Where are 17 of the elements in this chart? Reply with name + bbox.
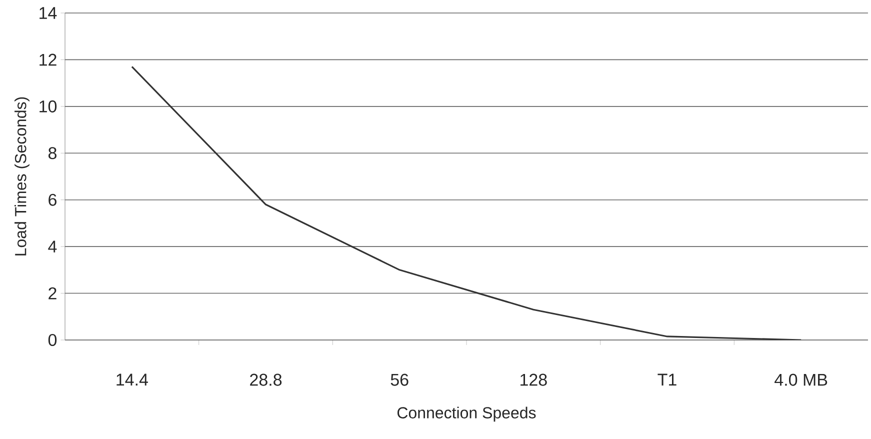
line-series bbox=[131, 66, 802, 340]
y-tick-label: 12 bbox=[40, 54, 56, 66]
x-tick-label: 128 bbox=[520, 374, 547, 386]
y-axis-title: Load Times (Seconds) bbox=[14, 97, 30, 256]
y-tick-label: 2 bbox=[48, 287, 56, 300]
y-tick-label: 10 bbox=[40, 100, 57, 112]
x-tick-label: 28.8 bbox=[250, 374, 282, 386]
y-tick-label: 8 bbox=[48, 147, 56, 160]
y-tick-label: 4 bbox=[48, 240, 57, 252]
y-tick-label: 6 bbox=[48, 194, 56, 206]
x-axis-title: Connection Speeds bbox=[397, 406, 536, 422]
x-tick-label: T1 bbox=[658, 374, 676, 386]
x-tick-label: 56 bbox=[390, 374, 408, 386]
x-tick-label: 4.0 MB bbox=[774, 374, 828, 386]
y-tick-label: 14 bbox=[40, 7, 57, 19]
x-tick-label: 14.4 bbox=[116, 374, 148, 386]
y-tick-label: 0 bbox=[48, 334, 57, 346]
